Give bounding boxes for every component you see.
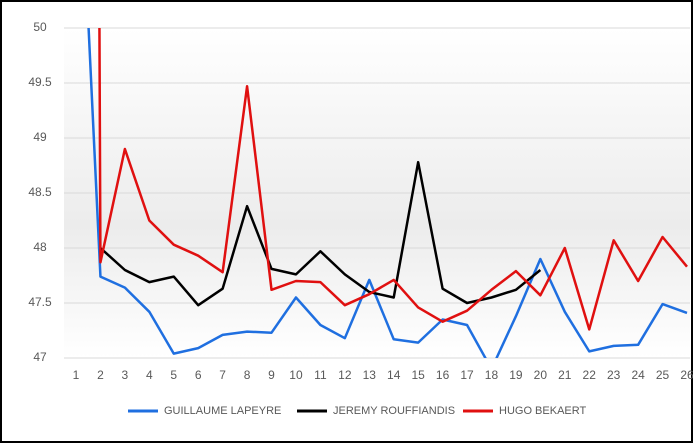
x-tick-label: 5 (170, 368, 177, 382)
x-tick-label: 23 (607, 368, 621, 382)
x-tick-label: 7 (219, 368, 226, 382)
x-tick-label: 6 (195, 368, 202, 382)
x-tick-label: 15 (411, 368, 425, 382)
x-tick-label: 13 (363, 368, 377, 382)
y-tick-label: 48.5 (28, 185, 52, 199)
series-line (87, 28, 688, 358)
x-tick-label: 3 (122, 368, 129, 382)
legend-label: GUILLAUME LAPEYRE (164, 405, 281, 417)
x-tick-label: 26 (680, 368, 693, 382)
x-tick-label: 20 (534, 368, 548, 382)
series-line (99, 160, 542, 307)
x-tick-label: 4 (146, 368, 153, 382)
x-tick-label: 16 (436, 368, 450, 382)
x-tick-label: 11 (314, 368, 327, 382)
y-tick-label: 47 (33, 350, 47, 364)
y-tick-label: 50 (33, 20, 47, 34)
x-tick-label: 12 (338, 368, 352, 382)
x-tick-label: 22 (583, 368, 597, 382)
legend-label: JEREMY ROUFFIANDIS (333, 405, 455, 417)
y-tick-label: 49 (33, 130, 47, 144)
x-tick-label: 17 (460, 368, 474, 382)
series-line (98, 28, 688, 331)
y-tick-label: 48 (33, 240, 47, 254)
x-tick-label: 9 (268, 368, 275, 382)
x-tick-label: 18 (485, 368, 499, 382)
y-tick-label: 49.5 (28, 75, 52, 89)
x-tick-label: 19 (509, 368, 523, 382)
x-tick-label: 21 (558, 368, 572, 382)
x-tick-label: 1 (73, 368, 80, 382)
x-tick-label: 8 (244, 368, 251, 382)
legend-label: HUGO BEKAERT (499, 405, 586, 417)
x-tick-label: 24 (631, 368, 645, 382)
x-tick-label: 25 (656, 368, 670, 382)
y-tick-label: 47.5 (28, 295, 52, 309)
x-tick-label: 10 (289, 368, 303, 382)
x-tick-label: 14 (387, 368, 401, 382)
x-tick-label: 2 (97, 368, 104, 382)
